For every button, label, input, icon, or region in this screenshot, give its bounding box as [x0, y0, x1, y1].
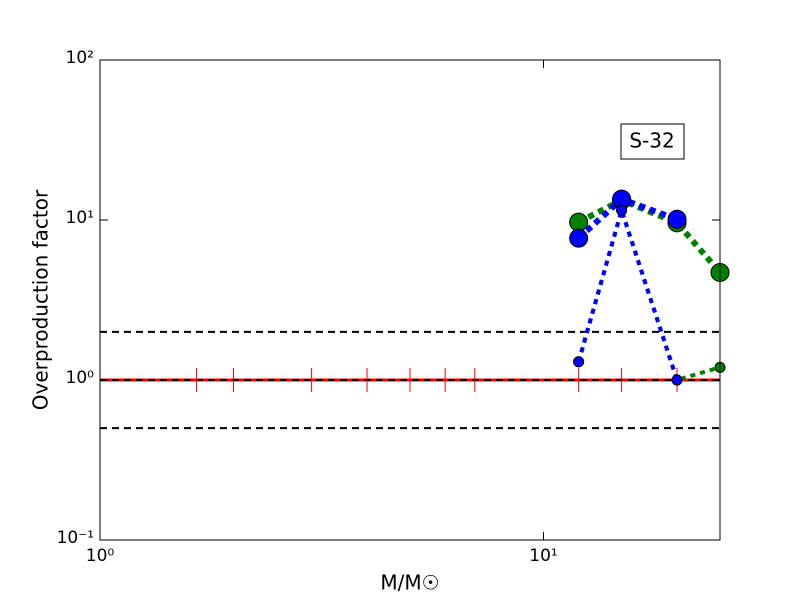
plot-area: [100, 189, 730, 430]
y-axis-label: Overproduction factor: [29, 189, 53, 410]
y-tick-label: 10⁻¹: [57, 528, 94, 548]
x-tick-label: 10¹: [529, 546, 557, 566]
axes-frame: [99, 59, 721, 541]
marker: [569, 228, 589, 248]
x-axis-label: M/M☉: [380, 571, 439, 595]
series-line: [576, 203, 679, 381]
marker: [573, 356, 585, 368]
x-tick-label: 10⁰: [86, 546, 115, 566]
annotation: S-32: [629, 129, 674, 153]
annotation-box: [620, 123, 685, 160]
y-tick-label: 10⁰: [66, 368, 95, 388]
y-tick-label: 10²: [66, 48, 94, 68]
marker: [667, 209, 687, 229]
marker: [616, 204, 628, 216]
y-tick-label: 10¹: [66, 208, 94, 228]
marker: [671, 374, 683, 386]
